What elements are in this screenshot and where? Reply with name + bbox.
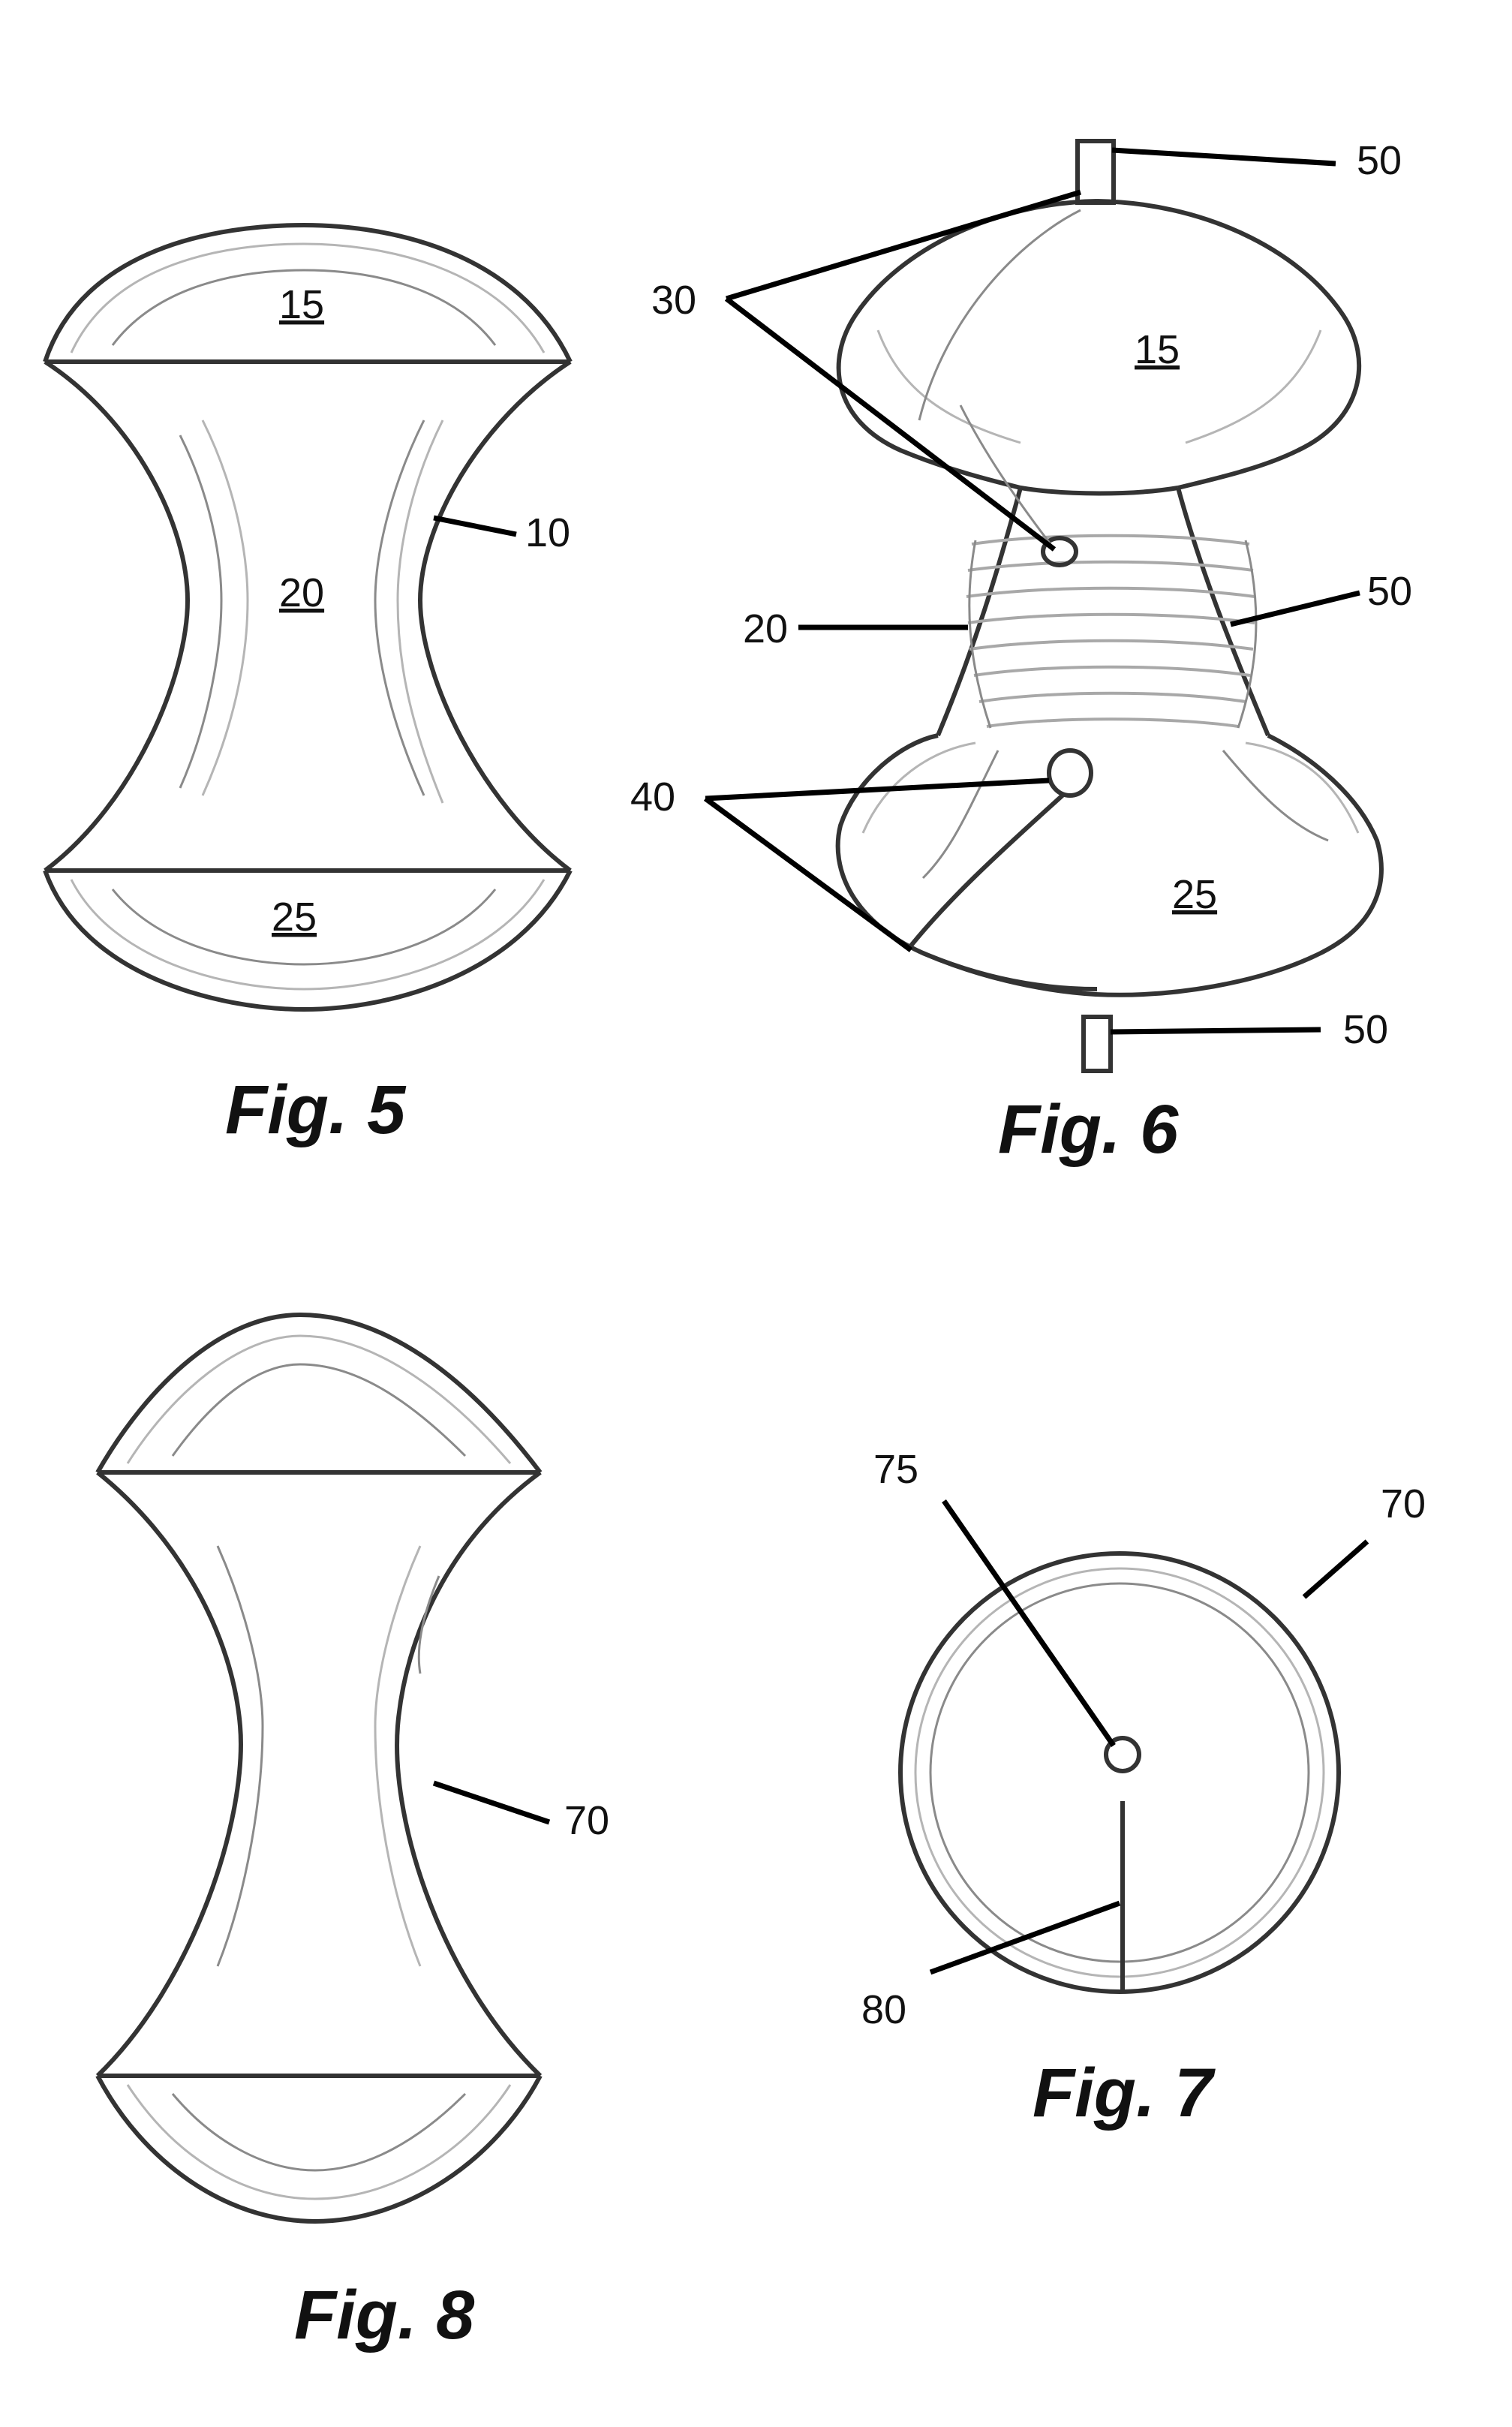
fig6-leader-winding	[1231, 593, 1360, 624]
fig5-leader-body	[434, 518, 516, 534]
fig6-label-channels-top: 30	[651, 278, 696, 323]
fig5-label-middle: 20	[279, 570, 324, 615]
fig5-label-body: 10	[525, 510, 570, 555]
fig7-label-slit: 80	[861, 1987, 906, 2032]
fig5-label-bottom: 25	[272, 895, 317, 940]
fig6-leader-channels-top-b	[726, 299, 1054, 549]
fig7-leader-hole	[944, 1501, 1114, 1746]
fig6-leader-channels-bottom-a	[705, 780, 1049, 798]
fig8-label-body: 70	[564, 1798, 609, 1843]
fig7-caption: Fig. 7	[1033, 2055, 1216, 2131]
fig7: 75 70 80 Fig. 7	[861, 1447, 1426, 2131]
fig7-leader-slit	[930, 1903, 1120, 1972]
fig6-winding-bands	[966, 536, 1256, 728]
fig7-label-body: 70	[1381, 1481, 1426, 1526]
fig5-label-top: 15	[279, 282, 324, 327]
fig6: 50 30 15 50 20 40 25 50 Fig. 6	[630, 138, 1412, 1168]
fig5-caption: Fig. 5	[225, 1072, 407, 1148]
fig6-label-top: 15	[1135, 327, 1180, 372]
fig7-disc-drawing	[900, 1553, 1339, 1992]
fig8: 70 Fig. 8	[98, 1315, 609, 2353]
fig6-leader-pin-bottom	[1111, 1030, 1321, 1032]
fig7-leader-body	[1304, 1541, 1367, 1597]
fig7-label-hole: 75	[873, 1447, 918, 1492]
fig8-leader-body	[434, 1783, 549, 1822]
fig6-label-pin-bottom: 50	[1343, 1007, 1388, 1052]
fig8-caption: Fig. 8	[294, 2277, 475, 2353]
fig6-caption: Fig. 6	[998, 1091, 1179, 1168]
fig8-body-outline	[98, 1315, 540, 2221]
fig6-label-middle: 20	[743, 606, 788, 651]
fig6-top-pin	[1078, 141, 1114, 203]
fig5: 15 20 25 10 Fig. 5	[45, 225, 570, 1148]
fig5-body-outline	[45, 225, 570, 1009]
fig6-leader-channels-bottom-b	[705, 798, 911, 950]
fig6-label-bottom: 25	[1172, 872, 1217, 917]
fig6-label-channels-bottom: 40	[630, 774, 675, 820]
fig6-label-winding: 50	[1367, 569, 1412, 614]
fig6-channel-bottom-hole	[1049, 750, 1091, 795]
fig6-label-pin-top: 50	[1357, 138, 1402, 183]
fig6-leader-pin-top	[1112, 150, 1336, 164]
fig6-bottom-pin	[1084, 1017, 1111, 1071]
